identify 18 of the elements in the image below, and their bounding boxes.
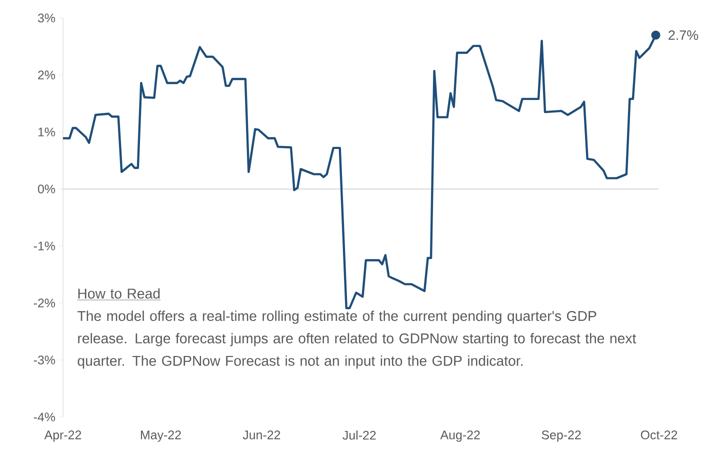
y-tick-label: -4% [34, 412, 56, 422]
y-tick-label: 3% [38, 14, 56, 22]
x-tick-label: Jul-22 [342, 430, 376, 440]
y-tick-label: 2% [38, 70, 56, 80]
x-tick-label: Sep-22 [542, 430, 581, 442]
x-tick-label: Oct-22 [640, 430, 678, 440]
x-tick-label: Apr-22 [44, 430, 82, 442]
y-tick-label: -3% [34, 356, 56, 364]
x-tick-label: Jun-22 [242, 430, 280, 440]
x-tick-label: May-22 [140, 430, 181, 442]
annotation: The model offers a real-time rolling estimate of the current pending quarter's GDP release. Large forecast jumps are often related to GDPNow starting to forecast the next quarter. The GDPNow Forecast is not an input into the GDP indicator. [78, 310, 636, 369]
annotation: 2.7% [668, 30, 698, 40]
annotation: How to Read [78, 288, 160, 299]
y-tick-label: 0% [38, 184, 56, 194]
x-tick-label: Aug-22 [440, 430, 480, 442]
y-tick-label: -1% [34, 242, 56, 250]
y-tick-label: 1% [38, 128, 56, 136]
y-tick-label: -2% [34, 298, 56, 308]
